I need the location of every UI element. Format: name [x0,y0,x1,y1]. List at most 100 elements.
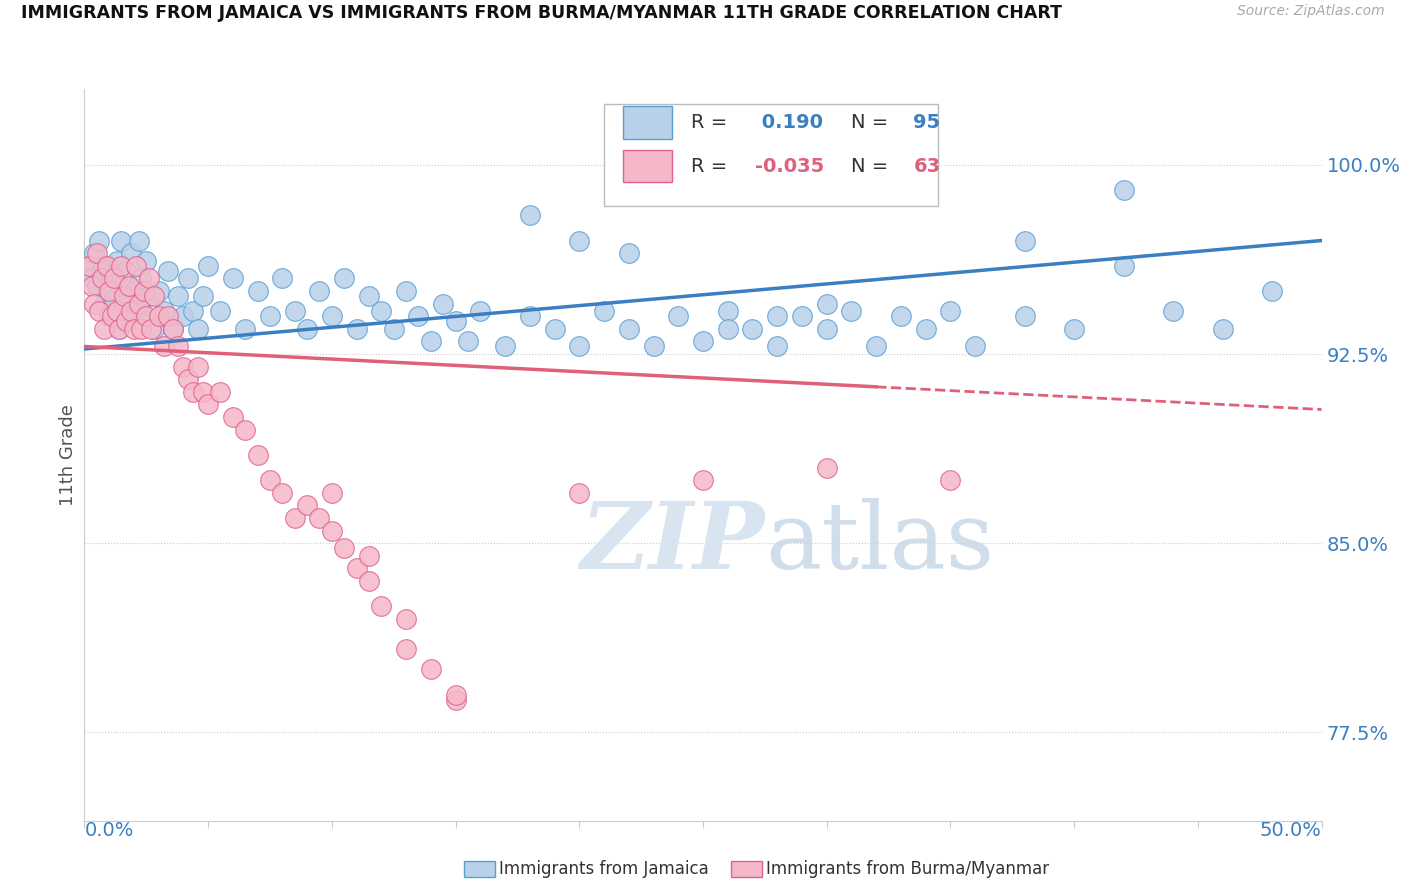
Point [80,271,103,285]
Point [1014,234,1036,248]
Text: Immigrants from Burma/Myanmar: Immigrants from Burma/Myanmar [766,860,1049,878]
Point [103,271,125,285]
Point [191,289,214,303]
Point [129,271,152,285]
Point [172,309,194,323]
Point [157,264,180,278]
Point [152,304,174,318]
Point [89,234,111,248]
Point [939,304,962,318]
Text: 95: 95 [914,112,941,132]
Point [494,339,516,353]
Point [1063,322,1085,336]
Point [666,309,689,323]
Point [543,322,565,336]
Point [209,304,232,318]
Point [815,296,838,310]
Point [191,384,214,399]
Point [128,234,150,248]
Point [346,322,368,336]
Point [1212,322,1234,336]
Text: N =: N = [852,112,896,132]
Point [815,322,838,336]
Point [593,304,616,318]
Point [157,309,180,323]
Point [96,279,118,293]
Point [284,304,307,318]
Point [108,322,131,336]
Point [177,372,200,386]
Point [135,253,157,268]
Point [419,334,441,349]
Point [89,304,111,318]
Point [395,284,418,298]
Point [1112,183,1135,197]
Point [617,322,640,336]
Point [129,322,152,336]
Point [162,322,184,336]
Point [128,296,150,310]
Point [408,309,430,323]
Point [105,253,128,268]
Point [181,384,204,399]
Text: R =: R = [690,112,733,132]
FancyBboxPatch shape [605,103,938,206]
Point [100,309,122,323]
Point [90,264,112,278]
Point [382,322,405,336]
Point [1161,304,1184,318]
Point [890,309,912,323]
Point [965,339,987,353]
Point [568,485,591,500]
Point [271,485,294,500]
Point [93,322,115,336]
Point [295,322,318,336]
Point [115,314,138,328]
Point [110,259,132,273]
Point [432,296,454,310]
Point [172,359,194,374]
Point [357,289,380,303]
Point [444,692,467,706]
Point [308,511,330,525]
Point [841,304,863,318]
Point [233,423,256,437]
Text: N =: N = [852,156,896,176]
Point [105,304,128,318]
Text: 0.0%: 0.0% [84,821,134,839]
Point [321,485,343,500]
Point [177,271,200,285]
Text: 63: 63 [914,156,941,176]
Point [395,612,418,626]
Point [321,309,343,323]
Point [259,473,281,487]
Text: Source: ZipAtlas.com: Source: ZipAtlas.com [1237,4,1385,19]
Point [1014,309,1036,323]
Point [125,259,148,273]
Point [142,289,165,303]
Point [112,289,135,303]
Point [103,292,125,306]
Point [187,359,209,374]
Point [914,322,936,336]
Point [643,339,665,353]
Point [444,314,467,328]
FancyBboxPatch shape [623,105,672,138]
Point [115,264,138,278]
Point [284,511,307,525]
Point [132,309,155,323]
Point [167,339,190,353]
Point [96,259,118,273]
Point [233,322,256,336]
Text: 50.0%: 50.0% [1260,821,1322,839]
Point [766,309,789,323]
Point [197,259,219,273]
Point [187,322,209,336]
Point [148,309,170,323]
Point [86,279,108,293]
Point [419,662,441,676]
Point [209,384,232,399]
Point [766,339,789,353]
Point [692,473,714,487]
Point [118,279,141,293]
